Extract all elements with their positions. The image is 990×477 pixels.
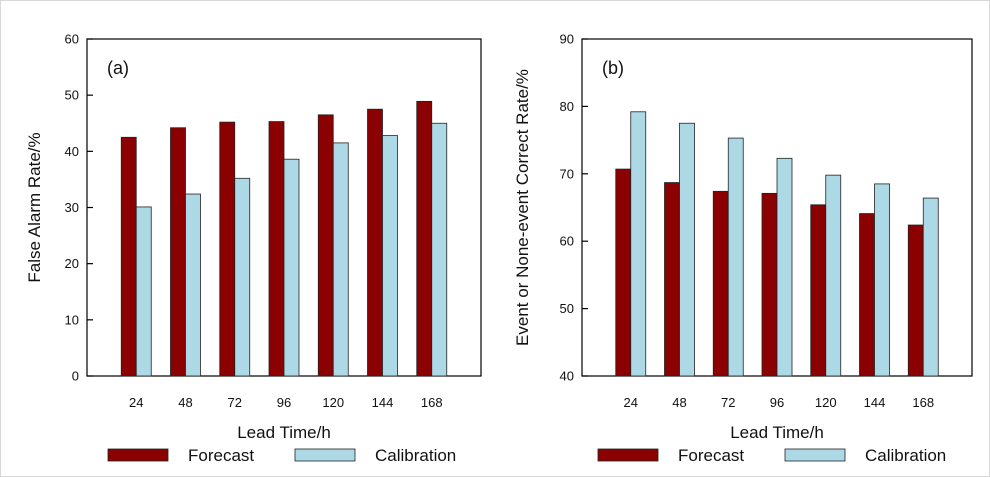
legend-label-calibration: Calibration (865, 446, 946, 465)
x-tick-label: 96 (277, 395, 291, 410)
x-tick-label: 72 (228, 395, 242, 410)
bar-forecast-72 (219, 121, 236, 377)
bar-forecast-96 (268, 121, 285, 377)
x-tick-label: 168 (421, 395, 443, 410)
chart-panel-a: 0 10 20 30 40 50 60 24 48 72 96 120 144 168 (a) Lead Ti… (25, 32, 482, 465)
y-tick-label: 20 (65, 256, 79, 271)
bar-calibration-72 (234, 177, 251, 377)
x-tick-label: 24 (129, 395, 143, 410)
bar-forecast-168 (416, 100, 433, 377)
y-tick-label: 80 (560, 99, 574, 114)
bar-calibration-120 (332, 142, 349, 377)
bar-forecast-168 (907, 224, 924, 377)
bar-calibration-24 (135, 206, 152, 377)
bar-calibration-144 (874, 183, 890, 377)
x-tick-label: 168 (912, 395, 934, 410)
bar-calibration-144 (382, 135, 398, 377)
bar-forecast-24 (615, 168, 632, 377)
legend-swatch-calibration (784, 448, 846, 462)
legend-swatch-calibration (294, 448, 356, 462)
chart-panel-b: 40 50 60 70 80 90 24 48 72 96 120 144 168 (b) Lead Tim… (513, 32, 973, 465)
bar-calibration-168 (431, 122, 448, 377)
x-axis-label: Lead Time/h (730, 423, 824, 442)
x-tick-label: 24 (624, 395, 638, 410)
x-tick-label: 96 (770, 395, 784, 410)
bar-forecast-120 (810, 204, 827, 377)
y-tick-label: 50 (560, 301, 574, 316)
y-tick-label: 70 (560, 166, 574, 181)
y-tick-label: 60 (560, 234, 574, 249)
bar-calibration-96 (776, 157, 793, 377)
bar-forecast-48 (170, 127, 186, 377)
y-tick-label: 0 (72, 369, 79, 384)
x-tick-label: 48 (178, 395, 192, 410)
y-tick-label: 90 (560, 32, 574, 47)
x-tick-label: 120 (322, 395, 344, 410)
y-tick-label: 40 (65, 144, 79, 159)
x-axis-label: Lead Time/h (237, 423, 331, 442)
y-tick-label: 10 (65, 312, 79, 327)
bar-calibration-24 (630, 111, 647, 377)
bar-forecast-144 (859, 213, 875, 377)
y-axis-label: False Alarm Rate/% (25, 132, 44, 282)
x-tick-label: 144 (864, 395, 886, 410)
x-tick-label: 48 (672, 395, 686, 410)
panel-label: (a) (107, 58, 129, 78)
y-tick-label: 40 (560, 369, 574, 384)
bar-calibration-120 (825, 174, 842, 377)
bar-calibration-168 (922, 197, 939, 377)
y-tick-label: 60 (65, 32, 79, 47)
legend-label-forecast: Forecast (188, 446, 254, 465)
legend-swatch-forecast (107, 448, 169, 462)
bar-calibration-96 (283, 158, 300, 377)
y-tick-label: 30 (65, 200, 79, 215)
legend-label-calibration: Calibration (375, 446, 456, 465)
x-tick-label: 72 (721, 395, 735, 410)
bar-forecast-72 (712, 190, 729, 377)
panel-label: (b) (602, 58, 624, 78)
legend-label-forecast: Forecast (678, 446, 744, 465)
y-tick-label: 50 (65, 88, 79, 103)
bar-forecast-48 (664, 182, 680, 377)
bar-forecast-96 (761, 192, 778, 377)
legend-swatch-forecast (597, 448, 659, 462)
bar-calibration-48 (185, 193, 201, 377)
x-tick-label: 144 (372, 395, 394, 410)
x-tick-label: 120 (815, 395, 837, 410)
bar-calibration-72 (727, 137, 744, 377)
bar-forecast-120 (317, 114, 334, 377)
bar-forecast-144 (367, 108, 383, 377)
y-axis-label: Event or None-event Correct Rate/% (513, 69, 532, 346)
bar-forecast-24 (120, 136, 137, 377)
bar-calibration-48 (679, 122, 695, 377)
